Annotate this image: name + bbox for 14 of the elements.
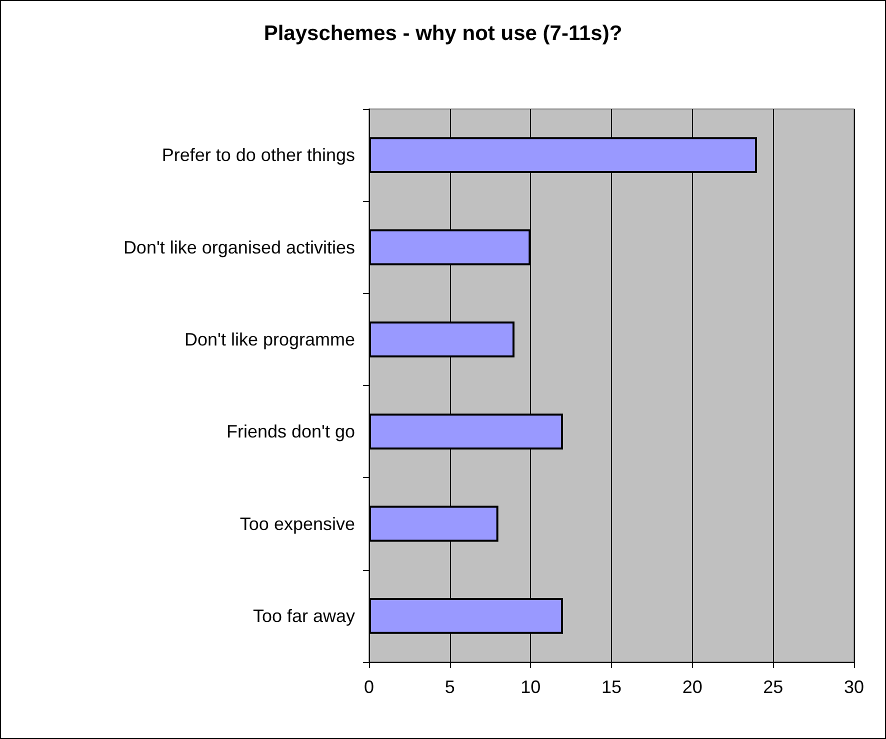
y-tick-label: Prefer to do other things [162,145,355,166]
y-tick-label: Don't like programme [184,329,355,350]
y-tick-label: Friends don't go [226,422,355,442]
x-tick-label: 25 [763,677,784,697]
y-tick-label: Too expensive [240,514,355,534]
x-tick-label: 15 [601,677,622,697]
x-tick-label: 20 [682,677,702,697]
x-tick-label: 5 [444,677,455,697]
y-tick-label: Too far away [252,606,355,626]
x-tick-label: 0 [364,677,374,697]
x-tick-label: 10 [520,677,541,697]
chart-title: Playschemes - why not use (7-11s)? [264,22,622,45]
y-tick-label: Don't like organised activities [123,237,355,258]
x-tick-label: 30 [844,677,864,697]
